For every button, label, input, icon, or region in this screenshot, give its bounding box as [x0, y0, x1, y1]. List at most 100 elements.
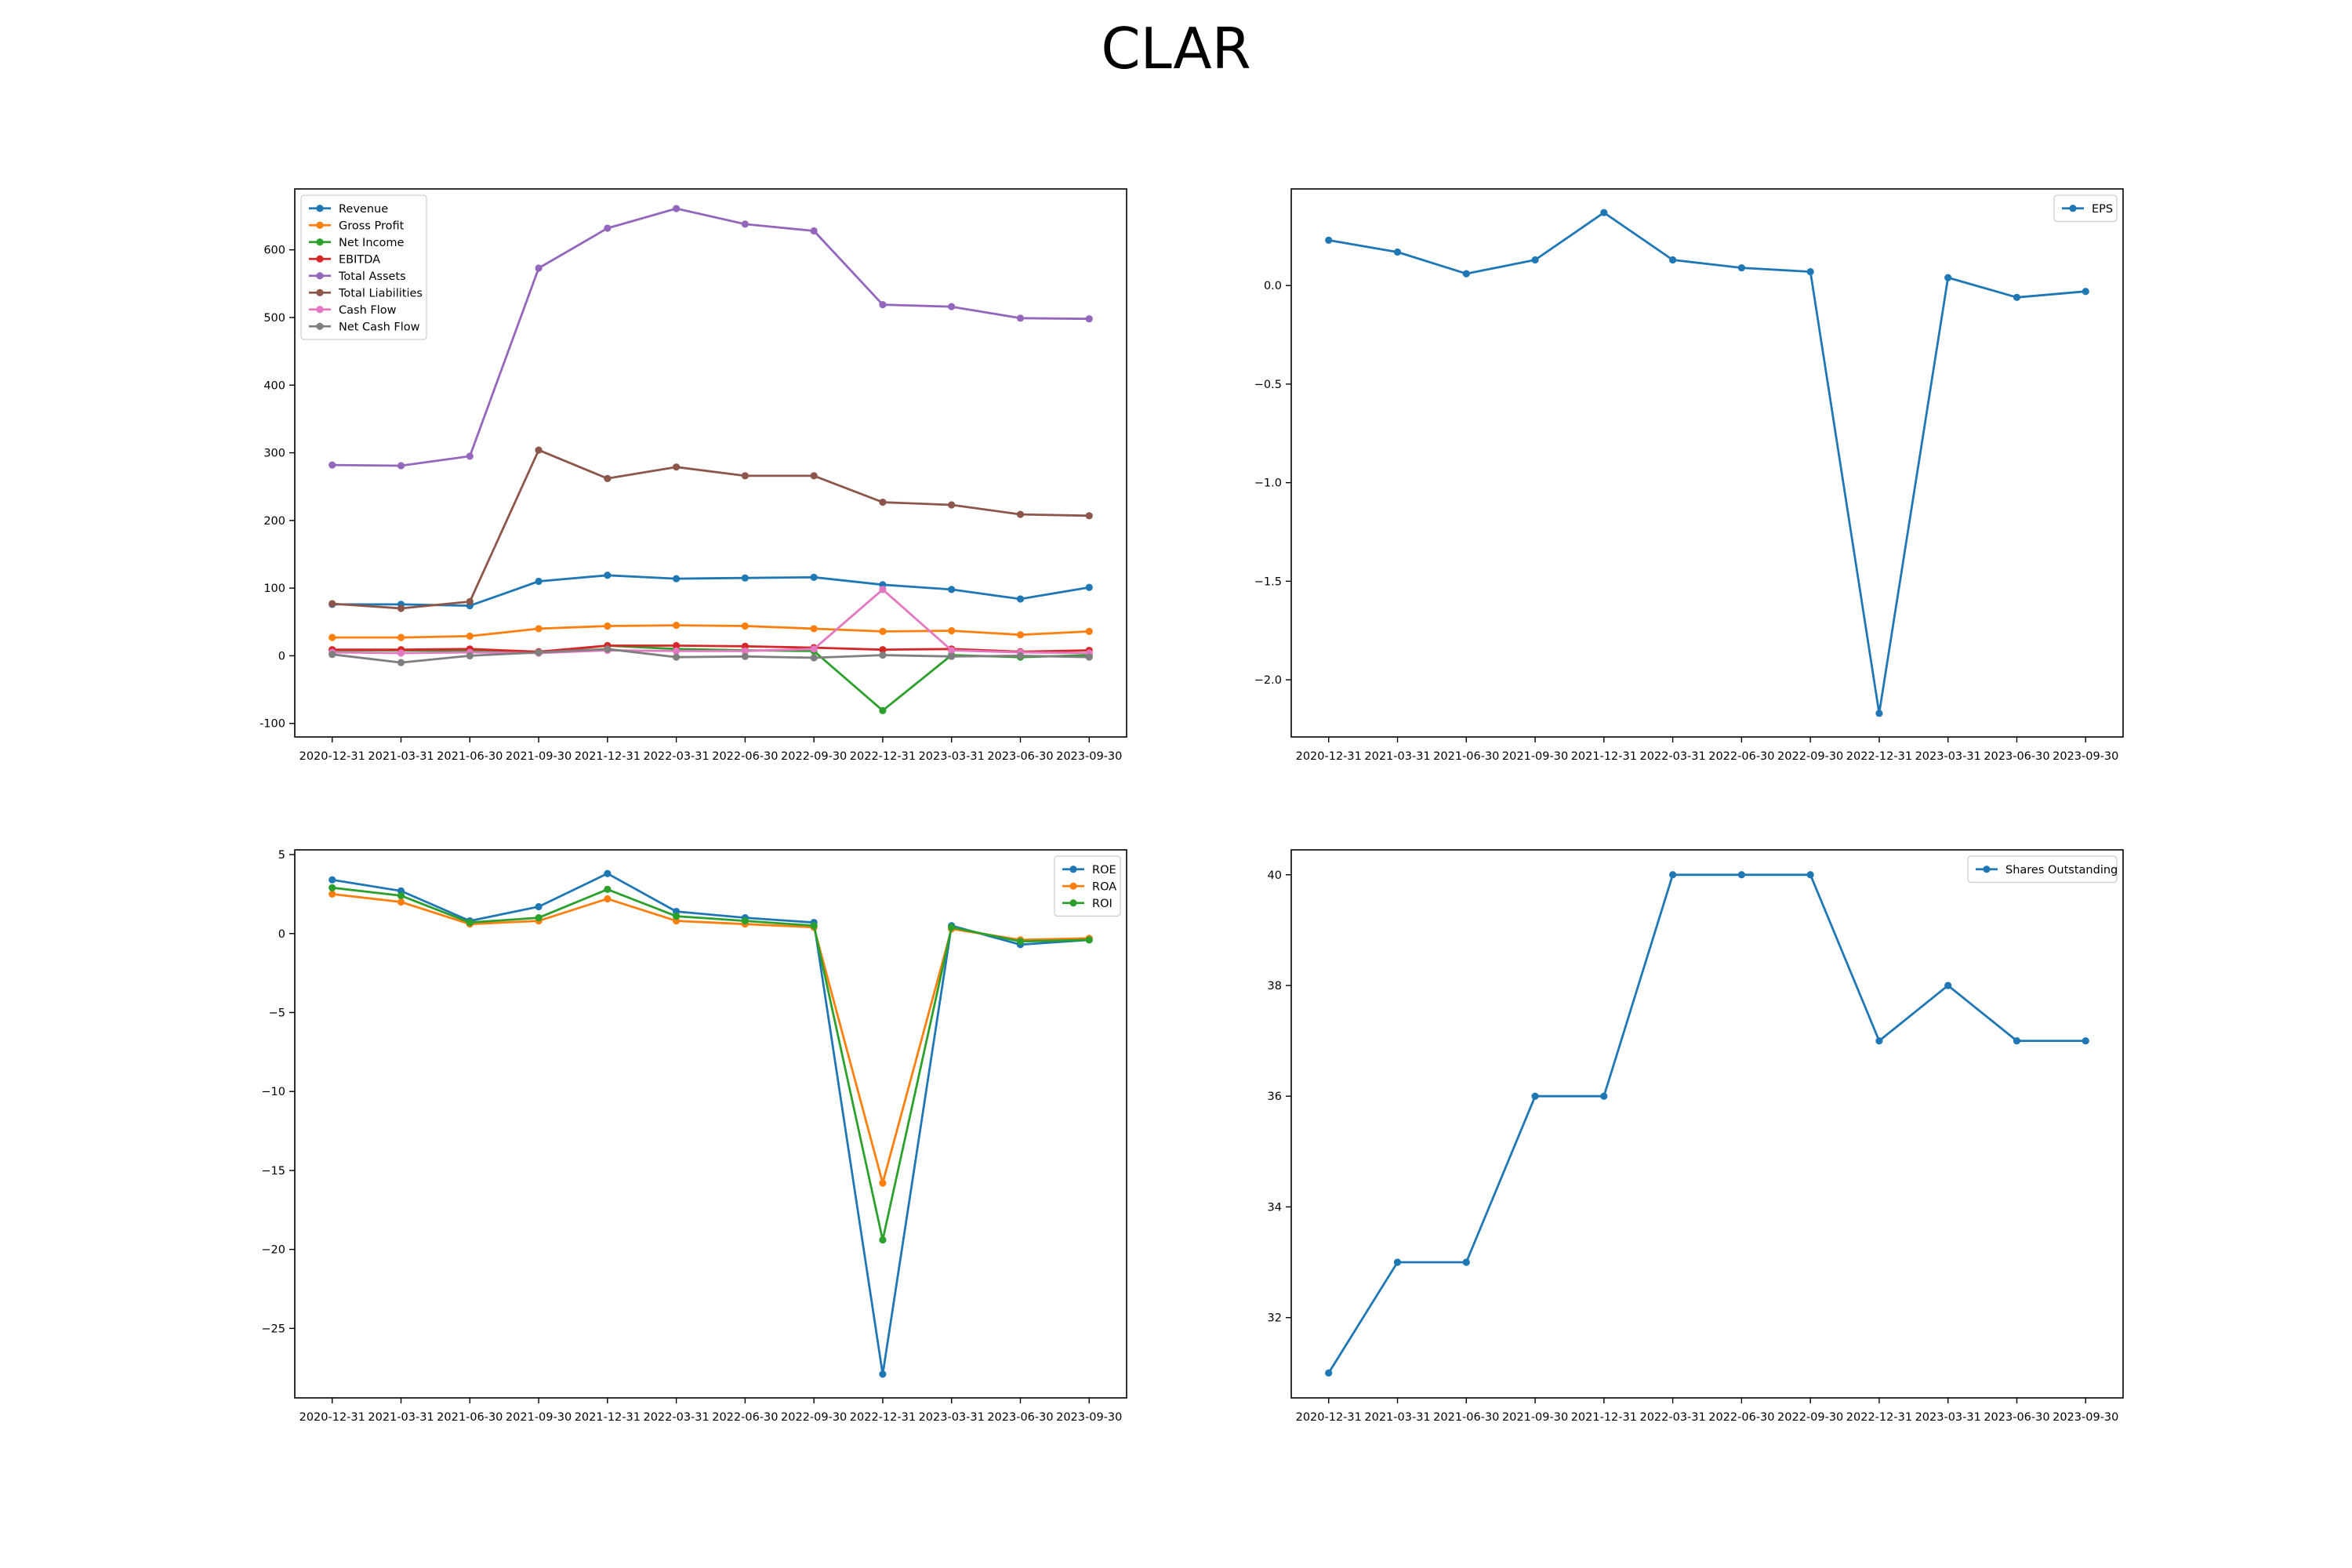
data-point-total-liabilities — [466, 597, 474, 606]
x-tick-label: 2022-06-30 — [1708, 1411, 1774, 1424]
y-tick-label: 36 — [1268, 1091, 1282, 1103]
data-point-shares-outstanding — [1600, 1092, 1608, 1100]
x-tick-label: 2022-12-31 — [1846, 750, 1912, 763]
data-point-total-liabilities — [328, 600, 336, 608]
plot-frame — [1290, 849, 2124, 1399]
legend-item-revenue: Revenue — [309, 203, 388, 216]
x-tick-label: 2021-03-31 — [368, 750, 434, 763]
data-point-eps — [1393, 248, 1402, 256]
y-tick-label: 0.0 — [1264, 280, 1282, 292]
x-tick-label: 2023-06-30 — [1984, 750, 2049, 763]
x-tick-label: 2023-09-30 — [2053, 750, 2118, 763]
data-point-revenue — [948, 586, 956, 593]
data-point-roa — [397, 898, 405, 906]
data-point-eps — [1462, 270, 1470, 278]
chart-shares: 2020-12-31 2021-03-31 2021-06-30 2021-09-30… — [1268, 849, 2124, 1424]
legend-swatch-marker — [316, 322, 324, 330]
y-tick-label: 400 — [263, 379, 285, 392]
series-line-cash-flow — [332, 588, 1090, 655]
legend-swatch-marker — [316, 289, 324, 296]
legend: EPS — [2053, 194, 2118, 223]
data-point-gross-profit — [948, 626, 956, 635]
data-point-shares-outstanding — [2013, 1036, 2021, 1045]
legend-swatch-marker — [316, 238, 324, 246]
data-point-net-cash-flow — [397, 659, 405, 666]
legend-item-eps: EPS — [2062, 203, 2113, 216]
data-point-eps — [1669, 256, 1677, 264]
series-roi — [328, 884, 1093, 1244]
series-line-revenue — [332, 574, 1090, 607]
x-tick-label: 2022-09-30 — [781, 750, 847, 763]
legend-frame — [2053, 194, 2118, 223]
y-tick-label: 200 — [263, 515, 285, 528]
data-point-roi — [673, 913, 681, 920]
data-point-revenue — [1085, 583, 1093, 591]
x-tick-label: 2022-09-30 — [1777, 1411, 1843, 1424]
data-point-cash-flow — [879, 586, 887, 593]
x-tick-label: 2022-03-31 — [643, 1411, 709, 1424]
x-tick-label: 2021-06-30 — [1433, 1411, 1499, 1424]
x-tick-label: 2021-03-31 — [1364, 1411, 1430, 1424]
data-point-total-liabilities — [1016, 510, 1025, 518]
data-point-net-cash-flow — [948, 652, 956, 660]
data-point-total-liabilities — [879, 498, 887, 506]
data-point-total-assets — [1016, 314, 1025, 322]
series-line-shares-outstanding — [1327, 873, 2086, 1374]
data-point-total-liabilities — [673, 463, 681, 471]
data-point-roe — [328, 876, 336, 884]
y-tick-label: −1.0 — [1254, 477, 1282, 490]
y-tick-label: -100 — [260, 718, 285, 731]
data-point-net-cash-flow — [1085, 653, 1093, 661]
legend: ROE ROA ROI — [1054, 855, 1121, 917]
data-point-gross-profit — [810, 625, 818, 633]
y-tick-label: −0.5 — [1254, 379, 1282, 391]
data-point-roi — [328, 884, 336, 891]
figure-title: CLAR — [1101, 16, 1251, 82]
legend-item-total-liabilities: Total Liabilities — [309, 287, 423, 299]
data-point-eps — [1875, 710, 1883, 717]
legend-item-roi: ROI — [1062, 898, 1112, 910]
series-total-liabilities — [328, 446, 1093, 612]
data-point-shares-outstanding — [1531, 1092, 1539, 1100]
data-point-ebitda — [673, 641, 681, 650]
data-point-shares-outstanding — [1393, 1258, 1402, 1266]
data-point-shares-outstanding — [1944, 982, 1952, 989]
data-point-roi — [397, 891, 405, 900]
x-tick-label: 2021-09-30 — [506, 1411, 572, 1424]
data-point-total-assets — [1085, 315, 1093, 323]
series-line-roi — [332, 886, 1090, 1241]
x-tick-label: 2021-03-31 — [1364, 750, 1430, 763]
legend-swatch-marker — [316, 221, 324, 229]
x-tick-label: 2023-09-30 — [2053, 1411, 2118, 1424]
data-point-cash-flow — [673, 647, 681, 655]
data-point-net-cash-flow — [328, 651, 336, 659]
data-point-gross-profit — [1085, 627, 1093, 635]
series-line-gross-profit — [332, 624, 1090, 639]
data-point-net-cash-flow — [1016, 652, 1025, 660]
legend-label: Total Liabilities — [338, 287, 423, 299]
data-point-shares-outstanding — [1806, 871, 1814, 879]
data-point-eps — [2082, 288, 2089, 296]
legend-item-cash-flow: Cash Flow — [309, 304, 397, 317]
legend-label: Shares Outstanding — [2005, 864, 2118, 877]
legend-label: Total Assets — [338, 270, 406, 283]
x-tick-label: 2020-12-31 — [299, 1411, 365, 1424]
data-point-net-cash-flow — [466, 652, 474, 660]
plot-frame — [294, 849, 1127, 1399]
legend-swatch-marker — [1069, 882, 1077, 890]
legend-label: EBITDA — [339, 253, 380, 266]
series-line-total-assets — [332, 207, 1090, 467]
legend-frame — [1967, 855, 2118, 884]
y-tick-label: 100 — [263, 583, 285, 595]
legend-item-ebitda: EBITDA — [309, 253, 380, 266]
data-point-roi — [741, 917, 749, 925]
data-point-cash-flow — [397, 649, 405, 657]
x-tick-label: 2022-09-30 — [1777, 750, 1843, 763]
data-point-roi — [466, 919, 474, 927]
data-point-total-assets — [604, 224, 612, 232]
data-point-gross-profit — [604, 622, 612, 630]
data-point-total-assets — [673, 205, 681, 212]
data-point-total-assets — [466, 452, 474, 460]
x-tick-label: 2023-09-30 — [1056, 1411, 1122, 1424]
data-point-total-assets — [535, 264, 543, 272]
